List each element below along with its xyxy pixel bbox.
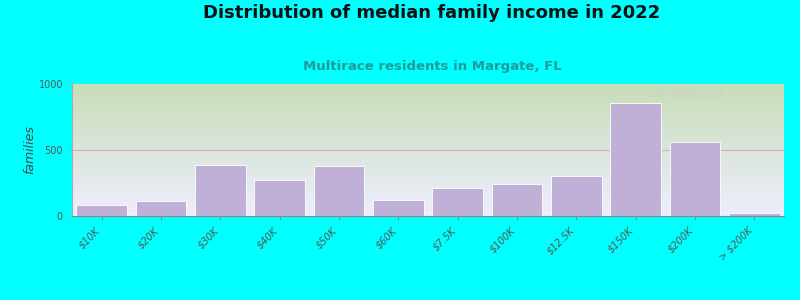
Bar (551, 176, 602, 216)
Bar (670, 142, 720, 216)
Bar (610, 103, 661, 216)
Bar (77, 206, 127, 216)
Text: Multirace residents in Margate, FL: Multirace residents in Margate, FL (302, 60, 562, 73)
Bar (254, 180, 305, 216)
Bar (195, 164, 246, 216)
Y-axis label: families: families (22, 126, 36, 174)
Text: Distribution of median family income in 2022: Distribution of median family income in … (203, 4, 661, 22)
Bar (433, 188, 483, 216)
Text: City-Data.com: City-Data.com (649, 89, 723, 99)
Bar (373, 200, 423, 216)
Bar (136, 201, 186, 216)
Bar (314, 166, 364, 216)
Bar (492, 184, 542, 216)
Bar (729, 213, 779, 216)
